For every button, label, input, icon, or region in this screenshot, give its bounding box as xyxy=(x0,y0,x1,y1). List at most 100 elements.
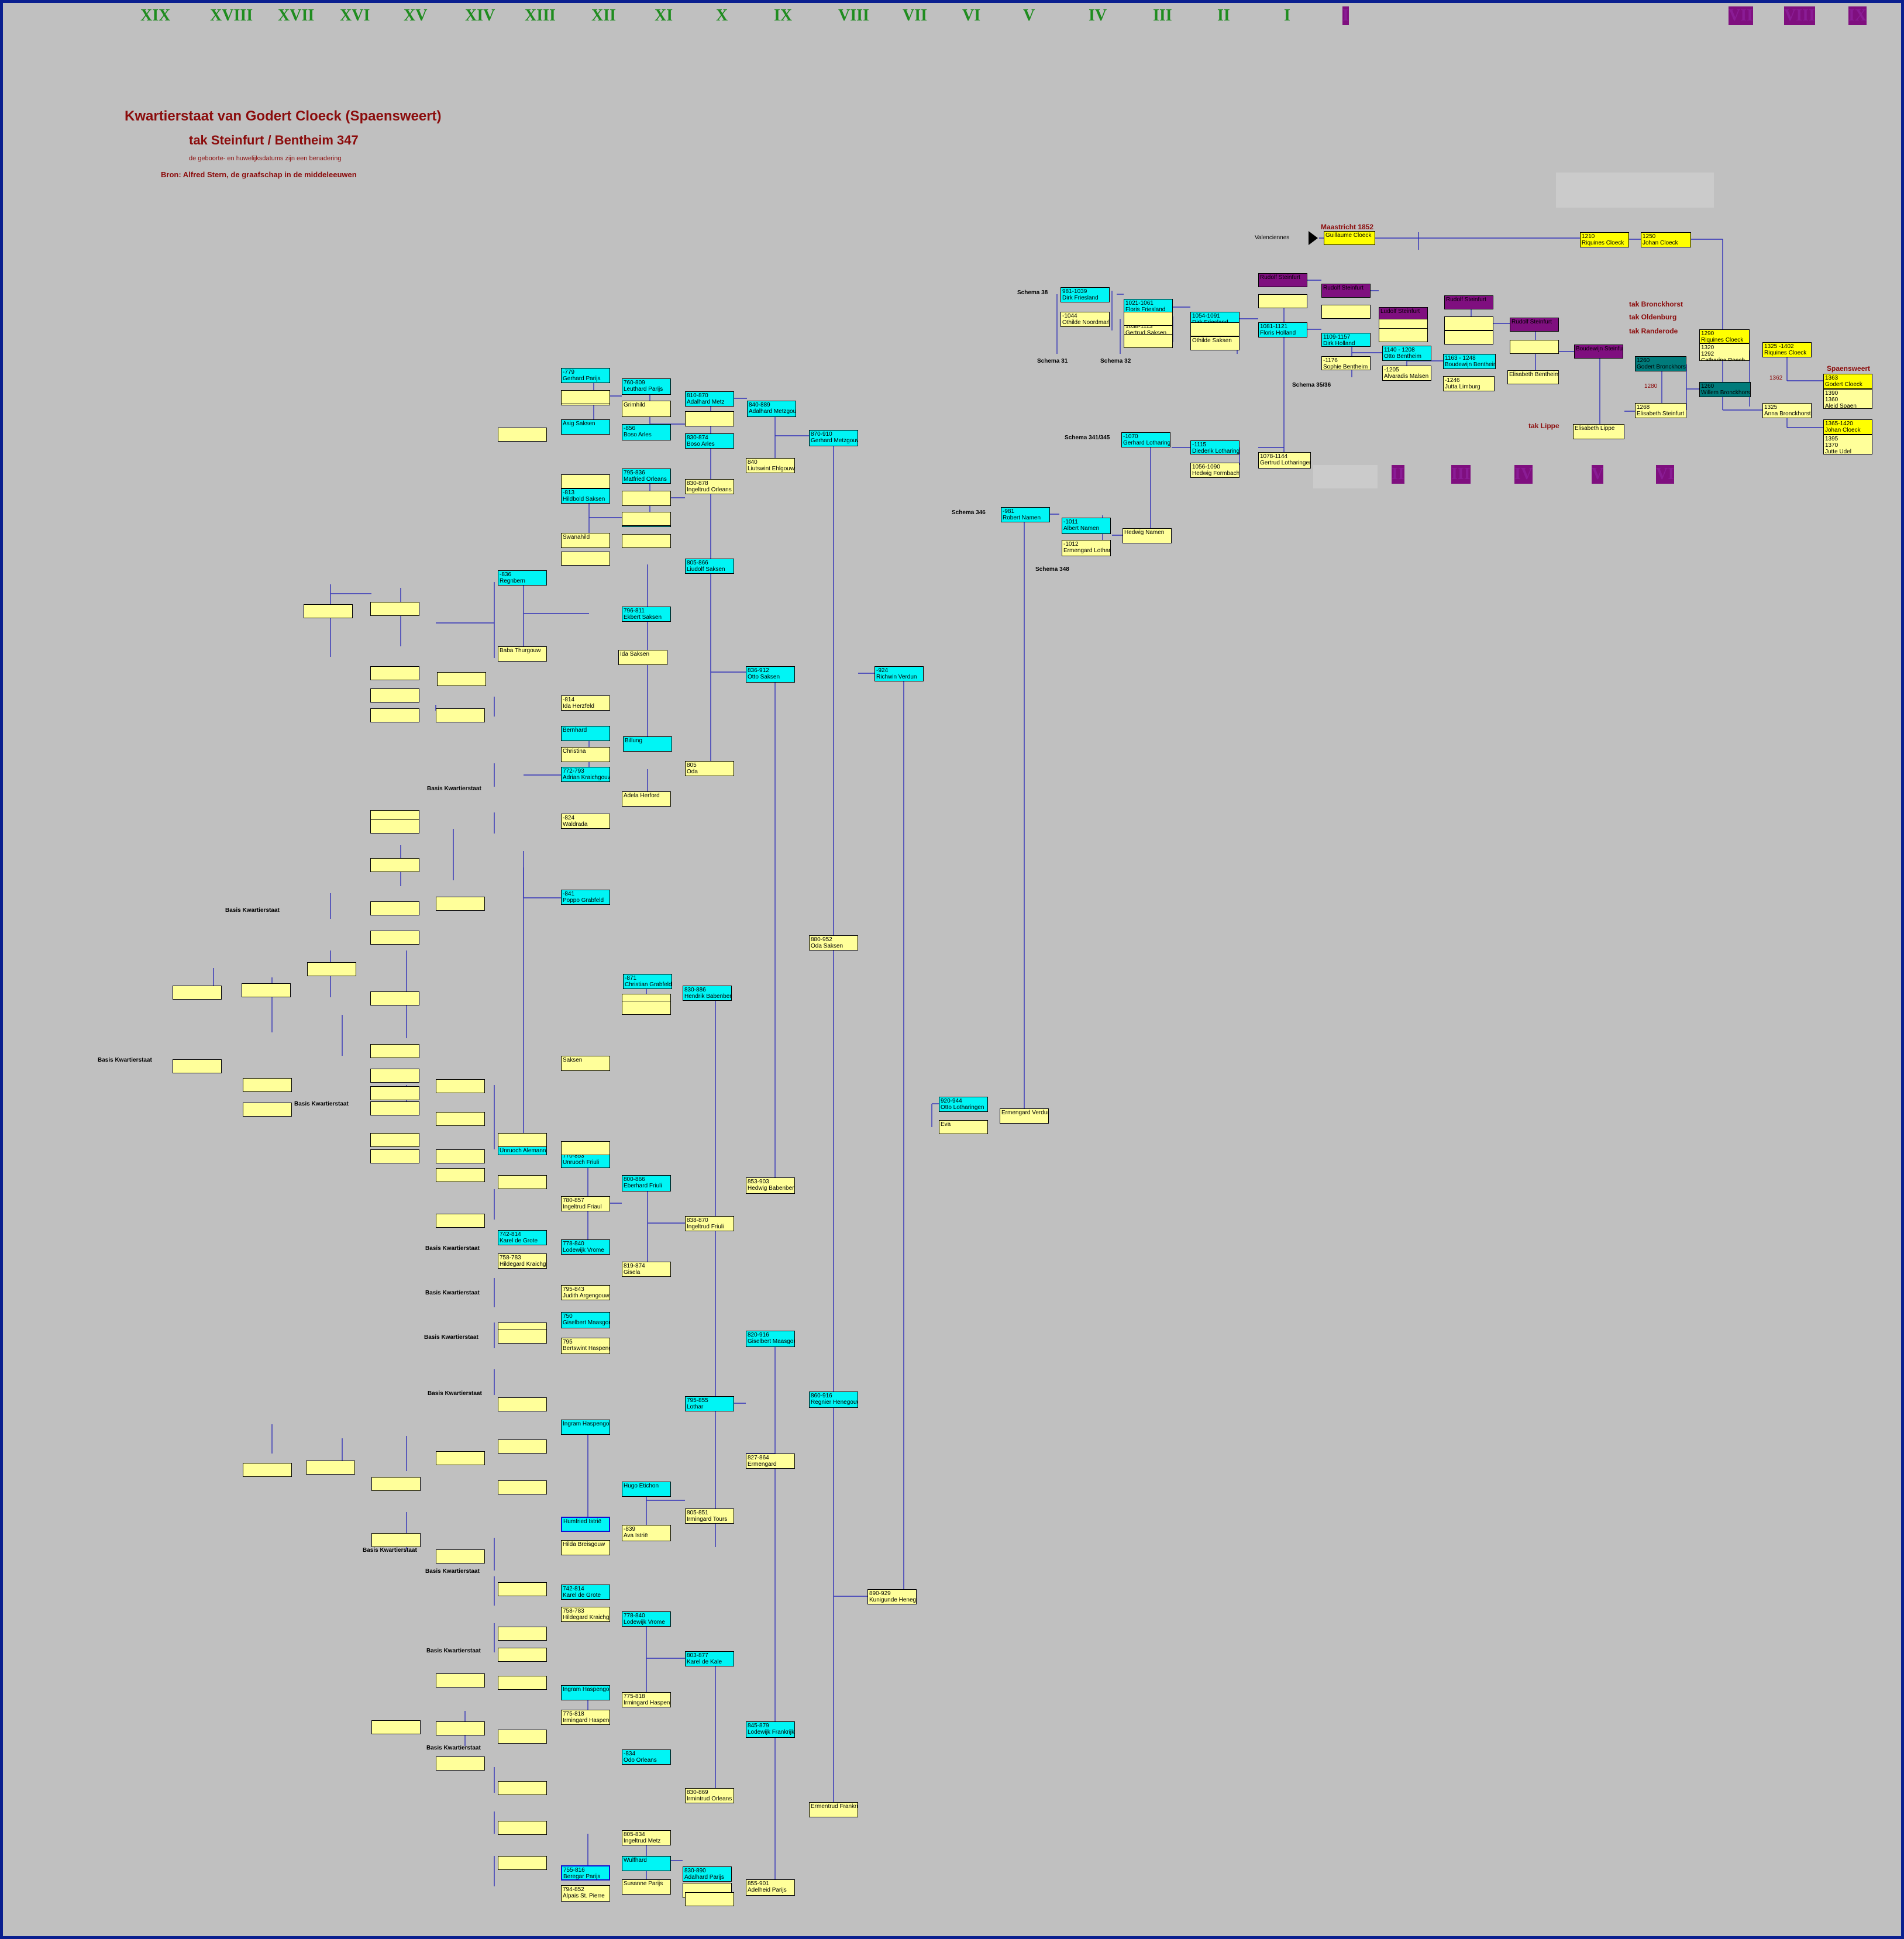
person-box[interactable]: Boudewijn Steinfurt xyxy=(1574,345,1623,359)
person-box[interactable]: -924 Richwin Verdun xyxy=(874,666,924,681)
person-box[interactable]: 827-864 Ermengard xyxy=(746,1454,795,1469)
empty-person-box[interactable] xyxy=(685,1892,734,1906)
person-box[interactable]: -1011 Albert Namen xyxy=(1062,518,1111,534)
empty-person-box[interactable] xyxy=(561,1141,610,1155)
person-box[interactable]: 920-944 Otto Lotharingen xyxy=(939,1097,988,1112)
empty-person-box[interactable] xyxy=(370,1069,419,1083)
empty-person-box[interactable] xyxy=(436,1168,485,1182)
person-box[interactable]: Asig Saksen xyxy=(561,419,610,435)
empty-person-box[interactable] xyxy=(370,901,419,915)
empty-person-box[interactable] xyxy=(370,602,419,616)
person-box[interactable]: -813 Hildbold Saksen xyxy=(561,488,610,504)
empty-person-box[interactable] xyxy=(1124,312,1173,326)
empty-person-box[interactable] xyxy=(304,604,353,618)
empty-person-box[interactable] xyxy=(243,1078,292,1092)
empty-person-box[interactable] xyxy=(1444,330,1493,345)
empty-person-box[interactable] xyxy=(371,1720,421,1734)
empty-person-box[interactable] xyxy=(436,1673,485,1687)
person-box[interactable]: 1325 Anna Bronckhorst xyxy=(1762,403,1812,418)
person-box[interactable]: Rudolf Steinfurt xyxy=(1321,284,1371,298)
empty-person-box[interactable] xyxy=(436,708,485,722)
empty-person-box[interactable] xyxy=(498,1397,547,1411)
empty-person-box[interactable] xyxy=(498,1781,547,1795)
person-box[interactable]: 778-840 Lodewijk Vrome xyxy=(561,1239,610,1255)
person-box[interactable]: Rudolf Steinfurt xyxy=(1444,295,1493,309)
empty-person-box[interactable] xyxy=(370,708,419,722)
empty-person-box[interactable] xyxy=(243,1463,292,1477)
person-box[interactable]: 795-843 Judith Argengouw xyxy=(561,1285,610,1300)
empty-person-box[interactable] xyxy=(306,1461,355,1475)
empty-person-box[interactable] xyxy=(370,666,419,680)
person-box[interactable]: 805 Oda xyxy=(685,761,734,776)
person-box[interactable]: Ermentrud Frankrijk xyxy=(809,1802,858,1817)
person-box[interactable]: -871 Christian Grabfeld xyxy=(623,974,672,989)
person-box[interactable]: Saksen xyxy=(561,1056,610,1071)
person-box[interactable]: 880-952 Oda Saksen xyxy=(809,935,858,950)
person-box[interactable]: Grimhild xyxy=(622,401,671,417)
person-box[interactable]: 1081-1121 Floris Holland xyxy=(1258,322,1307,337)
person-box[interactable]: 1140 - 1208 Otto Bentheim xyxy=(1382,346,1431,361)
person-box[interactable]: 819-874 Gisela xyxy=(622,1262,671,1277)
person-box[interactable]: -779 Gerhard Parijs xyxy=(561,368,610,383)
person-box[interactable]: Baba Thurgouw xyxy=(498,646,547,662)
empty-person-box[interactable] xyxy=(370,819,419,834)
person-box[interactable]: 1109-1157 Dirk Holland xyxy=(1321,333,1371,347)
empty-person-box[interactable] xyxy=(370,1149,419,1163)
person-box[interactable]: 853-903 Hedwig Babenberg xyxy=(746,1177,795,1194)
person-box[interactable] xyxy=(622,491,671,506)
person-box[interactable]: Rudolf Steinfurt xyxy=(1258,273,1307,287)
person-box[interactable]: Swanahild xyxy=(561,533,610,548)
empty-person-box[interactable] xyxy=(243,1103,292,1117)
person-box[interactable]: 803-877 Karel de Kale xyxy=(685,1651,734,1666)
person-box[interactable]: 795-836 Matfried Orleans xyxy=(622,469,671,484)
empty-person-box[interactable] xyxy=(307,962,356,976)
person-box[interactable]: 838-870 Ingeltrud Friuli xyxy=(685,1216,734,1231)
person-box[interactable]: 772-793 Adrian Kraichgouw xyxy=(561,767,610,782)
person-box[interactable]: -1205 Alvaradis Malsen xyxy=(1382,366,1431,381)
person-box[interactable]: 830-878 Ingeltrud Orleans xyxy=(685,479,734,494)
person-box[interactable]: Hedwig Namen xyxy=(1123,528,1172,543)
person-box[interactable]: 1260 Godert Bronckhorst xyxy=(1635,356,1686,371)
person-box[interactable]: 845-879 Lodewijk Frankrijk xyxy=(746,1721,795,1738)
person-box[interactable]: Ermengard Verdun xyxy=(1000,1108,1049,1124)
person-box[interactable]: Susanne Parijs xyxy=(622,1879,671,1895)
empty-person-box[interactable] xyxy=(370,1086,419,1100)
empty-person-box[interactable] xyxy=(1321,305,1371,319)
person-box[interactable]: -841 Poppo Grabfeld xyxy=(561,890,610,905)
person-box[interactable]: 1365-1420 Johan Cloeck xyxy=(1823,419,1872,435)
empty-person-box[interactable] xyxy=(1124,334,1173,348)
person-box[interactable]: -1246 Jutta Limburg xyxy=(1443,376,1495,391)
empty-person-box[interactable] xyxy=(498,1582,547,1596)
person-box[interactable]: 1395 1370 Jutte Udel xyxy=(1823,435,1872,454)
empty-person-box[interactable] xyxy=(622,512,671,526)
empty-person-box[interactable] xyxy=(173,1059,222,1073)
person-box[interactable]: Rudolf Steinfurt xyxy=(1510,318,1559,332)
person-box[interactable]: 805-851 Irmingard Tours xyxy=(685,1509,734,1524)
empty-person-box[interactable] xyxy=(173,986,222,1000)
empty-person-box[interactable] xyxy=(370,1133,419,1147)
person-box[interactable]: -814 Ida Herzfeld xyxy=(561,695,610,711)
person-box[interactable]: Othilde Saksen xyxy=(1190,336,1240,350)
empty-person-box[interactable] xyxy=(436,1757,485,1771)
person-box[interactable]: 1021-1061 Floris Friesland xyxy=(1124,299,1173,314)
empty-person-box[interactable] xyxy=(436,1112,485,1126)
empty-person-box[interactable] xyxy=(436,1721,485,1735)
person-box[interactable] xyxy=(685,411,734,426)
person-box[interactable]: Hilda Breisgouw xyxy=(561,1540,610,1555)
person-box[interactable]: 1078-1144 Gertrud Lotharingen xyxy=(1258,452,1311,469)
person-box[interactable]: 755-816 Beregar Parijs xyxy=(561,1865,610,1881)
person-box[interactable]: 805-834 Ingeltrud Metz xyxy=(622,1830,671,1845)
empty-person-box[interactable] xyxy=(1258,294,1307,308)
person-box[interactable]: 830-890 Adalhard Parijs xyxy=(683,1866,732,1882)
empty-person-box[interactable] xyxy=(436,1149,485,1163)
person-box[interactable]: Elisabeth Bentheim xyxy=(1507,370,1559,384)
empty-person-box[interactable] xyxy=(498,428,547,442)
empty-person-box[interactable] xyxy=(498,1648,547,1662)
person-box[interactable]: -1176 Sophie Bentheim xyxy=(1321,356,1371,370)
empty-person-box[interactable] xyxy=(436,897,485,911)
